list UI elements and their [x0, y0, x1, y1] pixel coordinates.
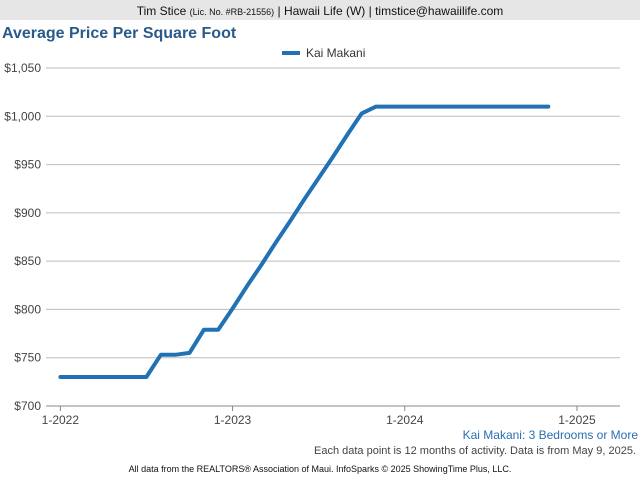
legend: Kai Makani [282, 46, 365, 60]
y-tick-label: $850 [14, 254, 41, 268]
header-bar: Tim Stice (Lic. No. #RB-21556) | Hawaii … [0, 0, 640, 20]
data-note: Each data point is 12 months of activity… [313, 445, 636, 457]
legend-swatch [282, 51, 300, 55]
agent-contact: | Hawaii Life (W) | timstice@hawaiilife.… [277, 4, 504, 18]
line-chart: $700 $750 $800 $850 $900 $950 $1,000 $1,050 1-2… [4, 61, 620, 427]
series-line-kai-makani [58, 104, 551, 379]
grid-lines [46, 67, 620, 407]
x-axis: 1-2022 1-2023 1-2024 1-2025 [42, 406, 596, 427]
chart-title: Average Price Per Square Foot [2, 25, 237, 42]
legend-label: Kai Makani [306, 46, 366, 60]
y-tick-label: $800 [14, 302, 41, 316]
footer-credit: All data from the REALTORS® Association … [128, 464, 512, 474]
x-tick-label: 1-2025 [558, 413, 596, 427]
y-tick-label: $750 [14, 351, 41, 365]
y-axis: $700 $750 $800 $850 $900 $950 $1,000 $1,050 [4, 61, 41, 413]
agent-name: Tim Stice [136, 4, 187, 18]
y-tick-label: $700 [14, 399, 41, 413]
y-tick-label: $900 [14, 206, 41, 220]
chart-subtitle: Kai Makani: 3 Bedrooms or More [462, 428, 638, 442]
x-tick-label: 1-2023 [214, 413, 252, 427]
x-tick-label: 1-2024 [386, 413, 424, 427]
y-tick-label: $950 [14, 158, 41, 172]
y-tick-label: $1,000 [4, 109, 41, 123]
license-number: (Lic. No. #RB-21556) [189, 7, 275, 17]
y-tick-label: $1,050 [4, 61, 41, 75]
series-group [58, 104, 551, 379]
x-tick-label: 1-2022 [42, 413, 80, 427]
